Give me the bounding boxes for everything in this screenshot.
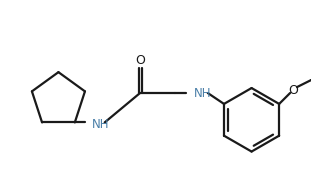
- Text: O: O: [135, 54, 145, 67]
- Text: O: O: [288, 84, 298, 97]
- Text: NH: NH: [92, 118, 109, 131]
- Text: NH: NH: [194, 87, 211, 100]
